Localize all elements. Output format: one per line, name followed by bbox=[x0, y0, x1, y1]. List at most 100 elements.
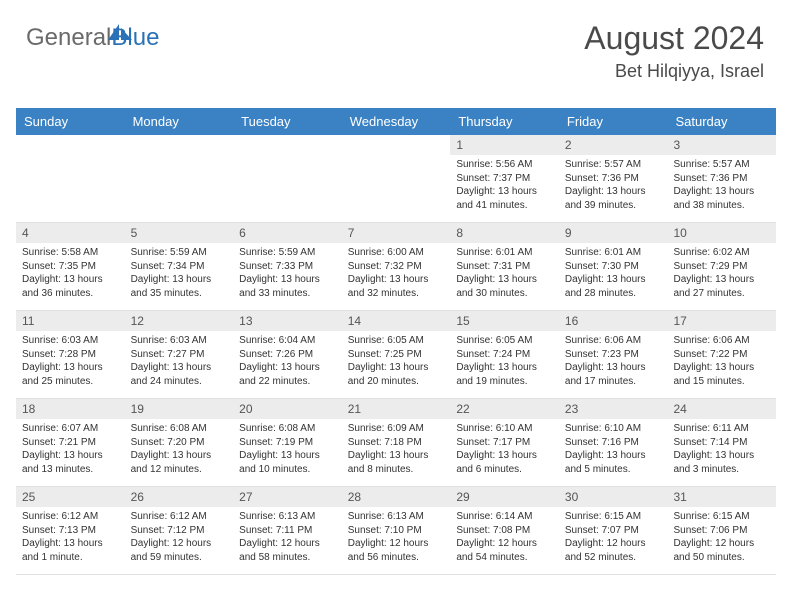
sunrise-text: Sunrise: 5:57 AM bbox=[673, 158, 770, 172]
day-number: 27 bbox=[233, 487, 342, 507]
sunrise-text: Sunrise: 5:56 AM bbox=[456, 158, 553, 172]
day-cell: 1 Sunrise: 5:56 AMSunset: 7:37 PMDaylight… bbox=[450, 135, 559, 223]
sunset-text: Sunset: 7:28 PM bbox=[22, 348, 119, 362]
logo-text-general: General bbox=[26, 24, 111, 52]
sunset-text: Sunset: 7:27 PM bbox=[131, 348, 228, 362]
logo-sail-icon bbox=[108, 24, 132, 42]
daylight-text: Daylight: 12 hours and 52 minutes. bbox=[565, 537, 662, 564]
sunset-text: Sunset: 7:14 PM bbox=[673, 436, 770, 450]
day-cell bbox=[233, 135, 342, 223]
day-number: 29 bbox=[450, 487, 559, 507]
day-cell: 26Sunrise: 6:12 AMSunset: 7:12 PMDayligh… bbox=[125, 487, 234, 575]
daylight-text: Daylight: 13 hours and 10 minutes. bbox=[239, 449, 336, 476]
sunset-text: Sunset: 7:07 PM bbox=[565, 524, 662, 538]
day-cell: 25Sunrise: 6:12 AMSunset: 7:13 PMDayligh… bbox=[16, 487, 125, 575]
sunrise-text: Sunrise: 6:10 AM bbox=[565, 422, 662, 436]
day-cell: 10Sunrise: 6:02 AMSunset: 7:29 PMDayligh… bbox=[667, 223, 776, 311]
day-cell: 21Sunrise: 6:09 AMSunset: 7:18 PMDayligh… bbox=[342, 399, 451, 487]
sunset-text: Sunset: 7:37 PM bbox=[456, 172, 553, 186]
daylight-text: Daylight: 13 hours and 33 minutes. bbox=[239, 273, 336, 300]
sunset-text: Sunset: 7:19 PM bbox=[239, 436, 336, 450]
day-number: 24 bbox=[667, 399, 776, 419]
location: Bet Hilqiyya, Israel bbox=[584, 61, 764, 82]
sunset-text: Sunset: 7:23 PM bbox=[565, 348, 662, 362]
day-number: 1 bbox=[450, 135, 559, 155]
daylight-text: Daylight: 13 hours and 24 minutes. bbox=[131, 361, 228, 388]
day-cell: 19Sunrise: 6:08 AMSunset: 7:20 PMDayligh… bbox=[125, 399, 234, 487]
day-number: 8 bbox=[450, 223, 559, 243]
sunset-text: Sunset: 7:12 PM bbox=[131, 524, 228, 538]
sunrise-text: Sunrise: 6:11 AM bbox=[673, 422, 770, 436]
day-cell bbox=[342, 135, 451, 223]
sunset-text: Sunset: 7:35 PM bbox=[22, 260, 119, 274]
sunrise-text: Sunrise: 6:08 AM bbox=[239, 422, 336, 436]
daylight-text: Daylight: 12 hours and 58 minutes. bbox=[239, 537, 336, 564]
day-header: Tuesday bbox=[233, 108, 342, 135]
day-number: 20 bbox=[233, 399, 342, 419]
sunset-text: Sunset: 7:20 PM bbox=[131, 436, 228, 450]
daylight-text: Daylight: 13 hours and 13 minutes. bbox=[22, 449, 119, 476]
day-number: 28 bbox=[342, 487, 451, 507]
week-row: 25Sunrise: 6:12 AMSunset: 7:13 PMDayligh… bbox=[16, 487, 776, 575]
sunrise-text: Sunrise: 6:03 AM bbox=[22, 334, 119, 348]
daylight-text: Daylight: 13 hours and 8 minutes. bbox=[348, 449, 445, 476]
day-number: 7 bbox=[342, 223, 451, 243]
title-block: August 2024 Bet Hilqiyya, Israel bbox=[584, 20, 764, 82]
day-cell: 24Sunrise: 6:11 AMSunset: 7:14 PMDayligh… bbox=[667, 399, 776, 487]
sunset-text: Sunset: 7:13 PM bbox=[22, 524, 119, 538]
daylight-text: Daylight: 13 hours and 41 minutes. bbox=[456, 185, 553, 212]
daylight-text: Daylight: 13 hours and 27 minutes. bbox=[673, 273, 770, 300]
sunset-text: Sunset: 7:24 PM bbox=[456, 348, 553, 362]
day-number: 2 bbox=[559, 135, 668, 155]
day-cell: 23Sunrise: 6:10 AMSunset: 7:16 PMDayligh… bbox=[559, 399, 668, 487]
daylight-text: Daylight: 12 hours and 54 minutes. bbox=[456, 537, 553, 564]
day-cell: 12Sunrise: 6:03 AMSunset: 7:27 PMDayligh… bbox=[125, 311, 234, 399]
day-header-row: SundayMondayTuesdayWednesdayThursdayFrid… bbox=[16, 108, 776, 135]
sunrise-text: Sunrise: 6:10 AM bbox=[456, 422, 553, 436]
day-number: 4 bbox=[16, 223, 125, 243]
sunrise-text: Sunrise: 6:03 AM bbox=[131, 334, 228, 348]
day-cell: 20 Sunrise: 6:08 AMSunset: 7:19 PMDayligh… bbox=[233, 399, 342, 487]
sunrise-text: Sunrise: 6:15 AM bbox=[565, 510, 662, 524]
sunrise-text: Sunrise: 6:14 AM bbox=[456, 510, 553, 524]
day-cell: 14Sunrise: 6:05 AMSunset: 7:25 PMDayligh… bbox=[342, 311, 451, 399]
day-number: 30 bbox=[559, 487, 668, 507]
day-number: 16 bbox=[559, 311, 668, 331]
day-cell: 6Sunrise: 5:59 AMSunset: 7:33 PMDaylight… bbox=[233, 223, 342, 311]
daylight-text: Daylight: 13 hours and 28 minutes. bbox=[565, 273, 662, 300]
sunset-text: Sunset: 7:36 PM bbox=[565, 172, 662, 186]
day-cell: 29 Sunrise: 6:14 AMSunset: 7:08 PMDayligh… bbox=[450, 487, 559, 575]
daylight-text: Daylight: 13 hours and 38 minutes. bbox=[673, 185, 770, 212]
day-number: 9 bbox=[559, 223, 668, 243]
sunset-text: Sunset: 7:10 PM bbox=[348, 524, 445, 538]
sunrise-text: Sunrise: 5:58 AM bbox=[22, 246, 119, 260]
day-number: 10 bbox=[667, 223, 776, 243]
sunrise-text: Sunrise: 6:05 AM bbox=[348, 334, 445, 348]
sunrise-text: Sunrise: 6:12 AM bbox=[22, 510, 119, 524]
daylight-text: Daylight: 13 hours and 35 minutes. bbox=[131, 273, 228, 300]
sunset-text: Sunset: 7:18 PM bbox=[348, 436, 445, 450]
day-cell bbox=[125, 135, 234, 223]
day-number: 3 bbox=[667, 135, 776, 155]
week-row: 11Sunrise: 6:03 AMSunset: 7:28 PMDayligh… bbox=[16, 311, 776, 399]
day-header: Wednesday bbox=[342, 108, 451, 135]
sunrise-text: Sunrise: 6:15 AM bbox=[673, 510, 770, 524]
daylight-text: Daylight: 13 hours and 17 minutes. bbox=[565, 361, 662, 388]
sunset-text: Sunset: 7:08 PM bbox=[456, 524, 553, 538]
day-number: 6 bbox=[233, 223, 342, 243]
sunrise-text: Sunrise: 6:02 AM bbox=[673, 246, 770, 260]
sunrise-text: Sunrise: 6:09 AM bbox=[348, 422, 445, 436]
day-number: 13 bbox=[233, 311, 342, 331]
sunset-text: Sunset: 7:33 PM bbox=[239, 260, 336, 274]
day-cell: 13Sunrise: 6:04 AMSunset: 7:26 PMDayligh… bbox=[233, 311, 342, 399]
day-header: Thursday bbox=[450, 108, 559, 135]
daylight-text: Daylight: 13 hours and 22 minutes. bbox=[239, 361, 336, 388]
day-header: Sunday bbox=[16, 108, 125, 135]
week-row: 18Sunrise: 6:07 AMSunset: 7:21 PMDayligh… bbox=[16, 399, 776, 487]
day-number: 11 bbox=[16, 311, 125, 331]
day-header: Friday bbox=[559, 108, 668, 135]
day-cell: 7Sunrise: 6:00 AMSunset: 7:32 PMDaylight… bbox=[342, 223, 451, 311]
sunrise-text: Sunrise: 5:57 AM bbox=[565, 158, 662, 172]
sunrise-text: Sunrise: 6:08 AM bbox=[131, 422, 228, 436]
day-number: 14 bbox=[342, 311, 451, 331]
